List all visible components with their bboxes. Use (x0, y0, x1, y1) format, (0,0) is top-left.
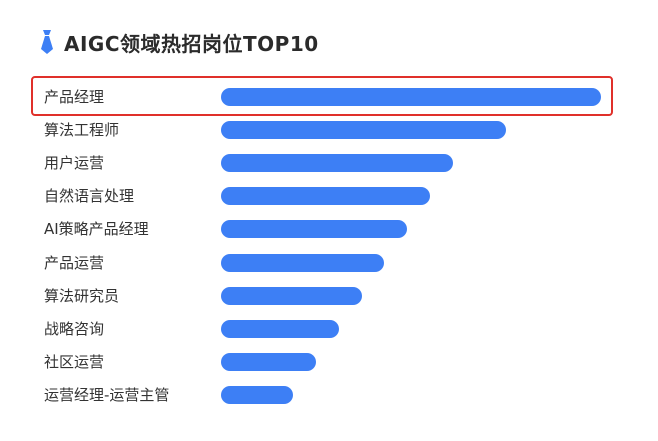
bar (221, 385, 294, 404)
bar (221, 253, 385, 272)
bar (221, 286, 362, 305)
category-label: 战略咨询 (44, 319, 105, 338)
bar (221, 319, 339, 338)
tie-icon (41, 30, 53, 54)
bar (221, 88, 601, 106)
bar (221, 220, 408, 239)
category-label: 社区运营 (44, 352, 105, 371)
bar (221, 187, 430, 206)
chart-header: AIGC领域热招岗位TOP10 (38, 28, 319, 56)
highlight-box (31, 76, 613, 116)
category-label: 算法研究员 (44, 286, 120, 305)
category-label: 算法工程师 (44, 121, 120, 140)
category-label: AI策略产品经理 (44, 220, 149, 239)
category-label: 自然语言处理 (44, 187, 135, 206)
chart-title: AIGC领域热招岗位TOP10 (64, 31, 319, 56)
bar (221, 352, 316, 371)
category-label: 运营经理-运营主管 (44, 385, 170, 404)
category-label: 产品经理 (44, 88, 105, 106)
bar (221, 154, 453, 173)
category-label: 产品运营 (44, 253, 105, 272)
category-label: 用户运营 (44, 154, 105, 173)
bar (221, 121, 506, 140)
